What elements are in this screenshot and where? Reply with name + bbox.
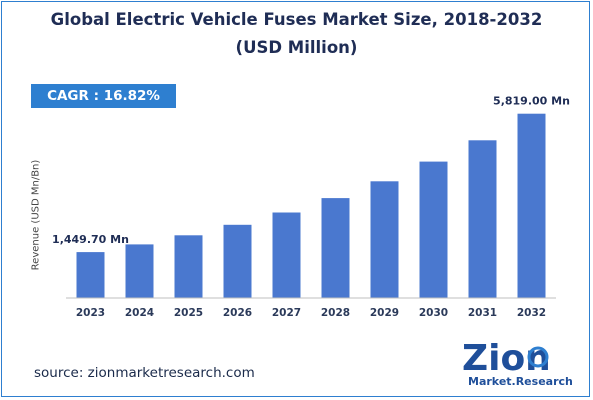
x-tick-labels: 2023 2024 2025 2026 2027 2028 2029 2030 2031 2032 bbox=[76, 307, 546, 319]
x-tick-2029: 2029 bbox=[370, 307, 399, 319]
logo-tagline: Market.Research. bbox=[468, 375, 572, 388]
x-tick-2027: 2027 bbox=[272, 307, 301, 319]
bar-2025 bbox=[174, 235, 203, 298]
bar-2032 bbox=[517, 113, 546, 298]
bar-2024 bbox=[125, 244, 154, 298]
bar-2029 bbox=[370, 181, 399, 298]
x-tick-2030: 2030 bbox=[419, 307, 448, 319]
bar-2030 bbox=[419, 161, 448, 298]
bar-2028 bbox=[321, 198, 350, 298]
bar-2027 bbox=[272, 212, 301, 298]
x-tick-2032: 2032 bbox=[517, 307, 546, 319]
data-label-2032: 5,819.00 Mn bbox=[493, 95, 570, 108]
source-note: source: zionmarketresearch.com bbox=[34, 365, 255, 381]
data-label-2023: 1,449.70 Mn bbox=[52, 233, 129, 246]
globe-icon bbox=[527, 346, 549, 368]
zion-logo: Zion Market.Research. bbox=[462, 338, 572, 388]
logo-name: Zion bbox=[462, 338, 551, 379]
x-tick-2031: 2031 bbox=[468, 307, 497, 319]
x-tick-2028: 2028 bbox=[321, 307, 350, 319]
x-tick-2023: 2023 bbox=[76, 307, 105, 319]
bar-2026 bbox=[223, 224, 252, 298]
x-tick-2026: 2026 bbox=[223, 307, 252, 319]
bar-2031 bbox=[468, 140, 497, 298]
chart-subtitle: (USD Million) bbox=[235, 38, 358, 57]
x-tick-2024: 2024 bbox=[125, 307, 154, 319]
data-labels: 1,449.70 Mn 5,819.00 Mn bbox=[52, 95, 570, 246]
x-tick-2025: 2025 bbox=[174, 307, 203, 319]
chart-title: Global Electric Vehicle Fuses Market Siz… bbox=[50, 10, 543, 29]
bar-2023 bbox=[76, 252, 105, 298]
bars-group bbox=[76, 113, 546, 298]
cagr-badge: CAGR : 16.82% bbox=[31, 84, 176, 108]
